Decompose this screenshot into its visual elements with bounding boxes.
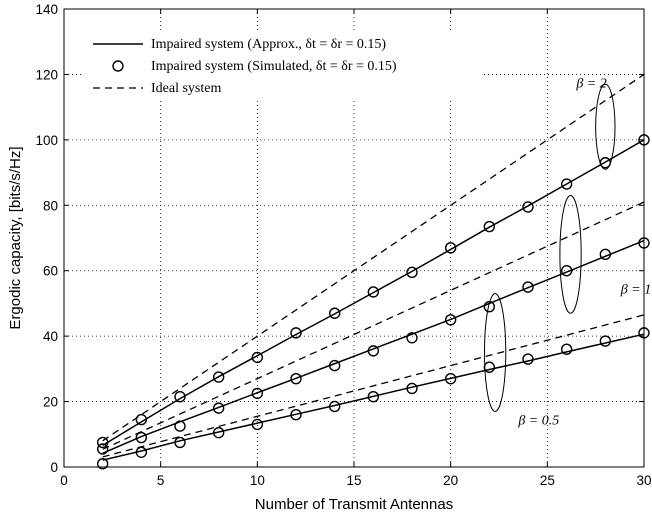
beta-annotation: β = 0.5 [517,413,559,428]
x-tick-label: 10 [250,473,265,488]
annotations: β = 2 β = 1 β = 0.5 [485,77,652,429]
group-ellipse [596,84,615,169]
y-tick-label: 40 [43,329,58,344]
y-tick-label: 120 [35,67,58,82]
y-axis-label: Ergodic capacity, [bits/s/Hz] [7,146,24,329]
data-point [600,336,610,346]
y-tick-label: 80 [43,198,58,213]
y-tick-label: 20 [43,395,58,410]
x-tick-label: 5 [157,473,165,488]
x-tick-label: 0 [60,473,68,488]
ideal-line [103,202,644,449]
y-tick-label: 0 [50,460,58,475]
x-tick-label: 25 [540,473,555,488]
series-2 [98,135,649,448]
group-ellipse [560,195,581,313]
beta-annotation: β = 2 [575,77,606,92]
data-point [523,354,533,364]
y-tick-label: 140 [35,2,58,17]
legend-label: Impaired system (Simulated, δt = δr = 0.… [151,59,397,74]
y-tick-label: 100 [35,133,58,148]
x-tick-label: 20 [443,473,458,488]
data-point [407,267,417,277]
legend-label: Ideal system [151,81,221,96]
legend: Impaired system (Approx., δt = δr = 0.15… [84,30,484,100]
legend-label: Impaired system (Approx., δt = δr = 0.15… [151,37,386,52]
x-axis-label: Number of Transmit Antennas [255,496,453,513]
data-point [484,362,494,372]
y-tick-label: 60 [43,264,58,279]
x-tick-label: 15 [346,473,361,488]
series-layer [98,74,649,468]
data-point [523,202,533,212]
data-point [562,344,572,354]
legend-item: Impaired system (Simulated, δt = δr = 0.… [113,59,397,74]
series-3 [103,202,644,449]
x-tick-label: 30 [636,473,651,488]
beta-annotation: β = 1 [620,283,651,298]
